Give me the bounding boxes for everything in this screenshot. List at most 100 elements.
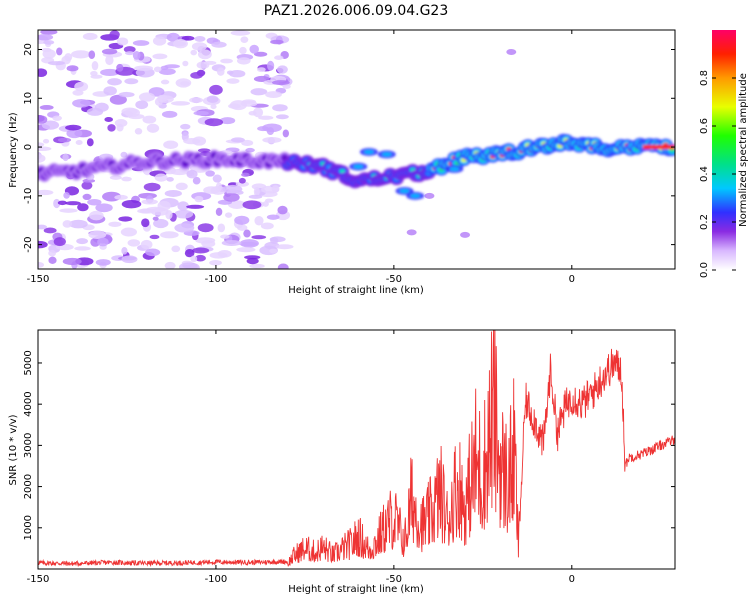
noise-blob [182,60,189,67]
noise-blob [201,240,216,248]
noise-blob [124,78,139,85]
noise-blob [249,44,259,54]
noise-blob [212,174,222,183]
snr-x-tick-label: -50 [386,574,402,585]
noise-blob [38,146,52,151]
noise-blob [211,41,227,48]
noise-blob [190,72,203,79]
noise-blob [181,35,195,41]
noise-blob [91,60,99,71]
noise-blob [174,209,194,219]
noise-blob [190,49,198,56]
noise-blob [146,123,160,133]
noise-blob [39,105,54,110]
noise-blob [254,216,264,226]
noise-blob [94,102,109,112]
spectrogram-x-axis: -150 -100 -50 0 [27,30,575,285]
colorbar-ticks: 0.0 0.2 0.4 0.6 0.8 [699,70,736,278]
noise-blob [127,113,145,120]
noise-blob [57,137,72,143]
track-blob [399,188,410,193]
noise-blob [88,50,96,60]
snr-x-tick-label: 0 [569,574,575,585]
noise-blob [231,137,245,143]
noise-blob [105,55,114,66]
snr-y-tick-label: 2000 [23,474,34,499]
noise-blob [161,110,178,118]
noise-blob [226,78,240,84]
snr-x-label: Height of straight line (km) [288,584,424,595]
noise-blob [224,212,233,218]
noise-blob [59,208,78,213]
noise-blob [152,53,168,60]
noise-blob [143,182,161,192]
snr-x-tick-label: -150 [27,574,50,585]
noise-blob [41,47,52,53]
track-blob [642,145,675,150]
noise-blob [460,231,471,238]
track-blob [339,169,346,174]
noise-blob [193,110,209,116]
noise-blob [238,177,246,184]
noise-blob [204,118,224,127]
spectrogram-x-tick-label: -100 [205,274,228,285]
noise-blob [100,68,120,77]
noise-blob [272,104,288,112]
noise-blob [258,115,274,120]
noise-blob [77,203,89,212]
noise-blob [241,139,254,147]
noise-blob [180,81,191,86]
noise-blob [88,230,107,239]
noise-blob [140,208,151,214]
noise-blob [223,192,240,202]
track-blob [381,152,392,157]
noise-blob [118,216,133,222]
noise-blob [253,75,270,82]
noise-blob [166,176,174,182]
noise-blob [217,249,232,258]
noise-blob [145,248,161,257]
noise-blob [186,204,205,209]
noise-blob [194,254,206,262]
snr-y-tick-label: 4000 [23,391,34,416]
noise-blob [226,70,234,75]
noise-blob [243,229,251,238]
noise-blob [220,234,230,239]
noise-blob [194,36,206,42]
noise-blob [209,260,222,266]
noise-blob [38,224,48,230]
noise-blob [282,129,289,138]
noise-blob [140,239,153,250]
noise-blob [270,237,279,244]
noise-blob [153,218,169,229]
noise-blob [245,147,255,153]
spectrogram-x-tick-label: 0 [569,274,575,285]
noise-blob [266,214,280,220]
noise-blob [109,175,122,180]
noise-blob [101,48,118,55]
colorbar-tick-label: 0.4 [699,166,710,182]
noise-blob [253,186,260,197]
noise-blob [38,115,48,124]
noise-blob [65,124,82,131]
noise-blob [180,123,191,130]
track-blob [410,193,421,198]
snr-panel: -150 -100 -50 0 1000 2000 3000 4000 5000 Height… [8,329,676,595]
noise-blob [506,48,517,55]
colorbar-tick-label: 0.6 [699,118,710,134]
noise-blob [75,140,83,145]
noise-blob [216,67,225,76]
noise-blob [134,65,154,71]
noise-blob [240,100,258,107]
noise-blob [277,263,289,269]
spectrogram-y-tick-label: -10 [23,188,34,204]
noise-blob [152,36,167,46]
noise-region [38,30,517,269]
snr-y-axis: 1000 2000 3000 4000 5000 [23,350,675,541]
noise-blob [53,198,61,209]
noise-blob [265,91,282,99]
noise-blob [205,170,215,177]
noise-blob [228,103,241,109]
noise-blob [270,39,284,45]
